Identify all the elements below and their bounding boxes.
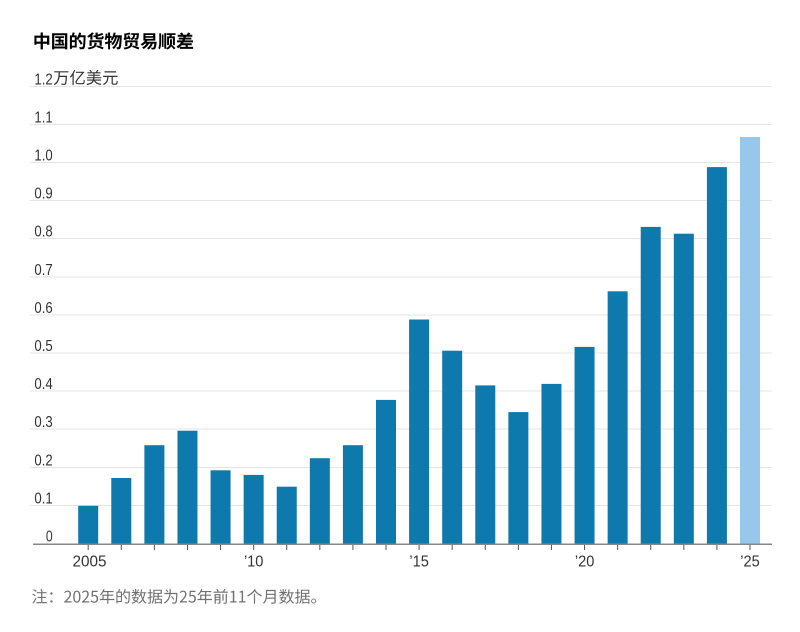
- svg-text:2005: 2005: [73, 554, 107, 571]
- svg-text:’15: ’15: [409, 554, 429, 571]
- svg-text:’10: ’10: [244, 554, 264, 571]
- svg-text:1.1: 1.1: [34, 109, 52, 126]
- svg-text:0.9: 0.9: [34, 186, 52, 203]
- svg-text:0.2: 0.2: [34, 452, 52, 469]
- svg-text:0.5: 0.5: [34, 338, 52, 355]
- svg-text:0.4: 0.4: [34, 376, 52, 393]
- svg-text:1.2: 1.2: [34, 71, 52, 88]
- svg-text:0.1: 0.1: [34, 490, 52, 507]
- svg-text:1.0: 1.0: [34, 148, 52, 165]
- svg-text:0.8: 0.8: [34, 224, 52, 241]
- svg-text:0.7: 0.7: [34, 262, 52, 279]
- svg-text:0.3: 0.3: [34, 414, 52, 431]
- svg-text:0: 0: [46, 529, 53, 546]
- svg-text:’20: ’20: [575, 554, 595, 571]
- svg-text:0.6: 0.6: [34, 300, 52, 317]
- svg-text:’25: ’25: [740, 554, 760, 571]
